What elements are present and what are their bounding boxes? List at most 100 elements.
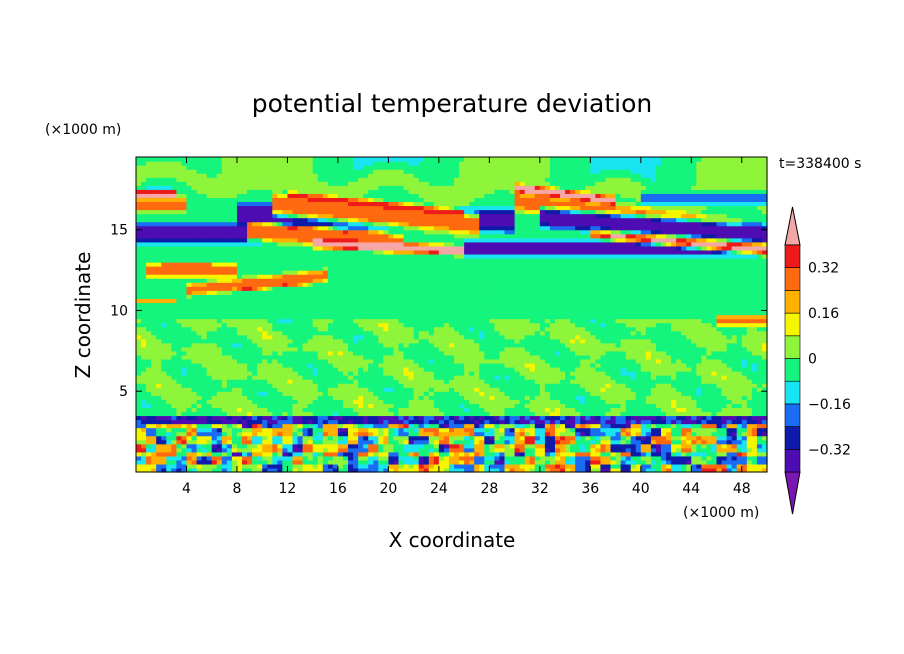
field-cell <box>676 362 682 368</box>
field-cell <box>448 367 455 372</box>
field-cell <box>610 443 617 449</box>
field-cell <box>575 362 581 368</box>
field-cell <box>201 387 208 392</box>
field-cell <box>443 411 450 417</box>
field-cell <box>226 399 233 404</box>
field-cell <box>186 367 193 372</box>
field-cell <box>383 411 389 417</box>
field-cell <box>393 451 400 457</box>
field-cell <box>459 431 465 437</box>
field-cell <box>302 403 309 408</box>
field-cell <box>580 439 586 445</box>
field-cell <box>761 451 768 457</box>
field-cell <box>731 362 738 368</box>
field-cell <box>691 463 697 469</box>
field-cell <box>408 435 415 441</box>
field-cell <box>671 358 677 364</box>
field-cell <box>504 322 511 328</box>
field-cell <box>635 330 642 336</box>
field-cell <box>307 318 314 324</box>
field-cell <box>570 379 576 384</box>
field-cell <box>282 395 289 400</box>
field-cell <box>691 407 697 413</box>
field-cell <box>479 439 485 445</box>
field-cell <box>327 342 334 348</box>
field-cell <box>368 435 374 441</box>
field-cell <box>731 411 738 417</box>
field-cell <box>398 314 405 320</box>
field-cell <box>484 395 490 400</box>
field-cell <box>696 330 702 336</box>
field-cell <box>630 375 637 380</box>
field-cell <box>666 350 672 356</box>
field-cell <box>443 451 450 457</box>
field-cell <box>600 459 607 465</box>
field-cell <box>464 342 470 348</box>
field-cell <box>161 395 167 400</box>
field-cell <box>226 427 233 433</box>
field-cell <box>348 455 354 461</box>
field-cell <box>549 399 556 404</box>
field-cell <box>696 383 702 388</box>
field-cell <box>741 439 748 445</box>
field-cell <box>438 395 445 400</box>
field-cell <box>549 387 556 392</box>
field-cell <box>585 318 591 324</box>
field-cell <box>191 391 198 396</box>
field-cell <box>332 314 339 320</box>
field-cell <box>736 342 743 348</box>
field-cell <box>549 407 556 413</box>
field-cell <box>711 399 718 404</box>
field-cell <box>206 375 213 380</box>
field-cell <box>751 447 758 453</box>
field-cell <box>191 322 198 328</box>
field-cell <box>454 407 460 413</box>
field-cell <box>216 310 223 316</box>
field-cell <box>236 439 243 445</box>
field-cell <box>736 379 743 384</box>
field-cell <box>686 350 692 356</box>
field-cell <box>216 379 223 384</box>
field-cell <box>151 375 157 380</box>
field-cell <box>151 387 157 392</box>
field-cell <box>666 314 672 320</box>
field-cell <box>332 387 339 392</box>
field-cell <box>398 427 405 433</box>
field-cell <box>312 403 319 408</box>
field-cell <box>595 334 602 340</box>
field-cell <box>196 383 203 388</box>
field-cell <box>746 318 753 324</box>
field-cell <box>226 350 233 356</box>
field-cell <box>201 419 208 425</box>
field-cell <box>297 419 304 425</box>
field-cell <box>610 403 617 408</box>
field-cell <box>741 334 748 340</box>
field-cell <box>741 427 748 433</box>
field-cell <box>529 415 536 421</box>
field-cell <box>751 375 758 380</box>
field-cell <box>549 371 556 376</box>
field-cell <box>252 330 258 336</box>
field-cell <box>342 334 349 340</box>
field-cell <box>459 395 465 400</box>
field-cell <box>262 334 268 340</box>
field-cell <box>544 419 551 425</box>
field-cell <box>216 350 223 356</box>
field-cell <box>676 467 682 473</box>
field-cell <box>262 447 268 453</box>
field-cell <box>469 358 475 364</box>
field-cell <box>671 354 677 360</box>
field-cell <box>736 322 743 328</box>
field-cell <box>413 443 420 449</box>
field-cell <box>383 391 389 396</box>
field-cell <box>403 419 410 425</box>
field-cell <box>721 362 728 368</box>
field-cell <box>655 407 662 413</box>
field-cell <box>751 451 758 457</box>
field-cell <box>252 371 258 376</box>
field-cell <box>756 375 763 380</box>
field-cell <box>645 346 652 352</box>
field-cell <box>353 375 359 380</box>
field-cell <box>302 334 309 340</box>
field-cell <box>610 330 617 336</box>
